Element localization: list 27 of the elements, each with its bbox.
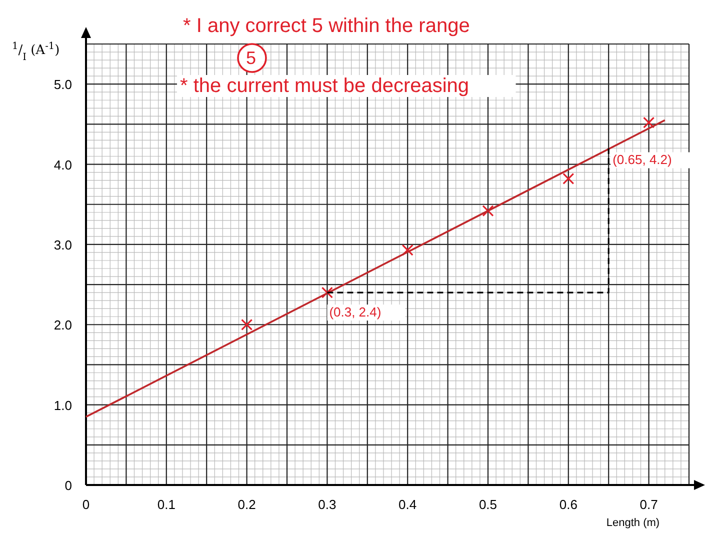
x-tick-label: 0.2 [238,497,256,512]
x-tick-label: 0 [82,497,90,512]
y-tick-label: 0 [64,478,72,493]
y-tick-label: 4.0 [54,157,72,172]
x-tick-label: 0.5 [478,497,498,512]
point [643,116,655,128]
point [402,244,414,256]
x-tick-label: 0.3 [318,497,336,512]
y-axis-title: $^{1}$/$_{I}$ (A$^{-1}$) [12,40,60,62]
x-tick-label: 0.7 [640,497,658,512]
y-tick-label: 1.0 [54,398,72,413]
text: * I any correct 5 within the range [183,15,470,37]
annotation: * the current must be decreasing [180,75,470,97]
y-tick-label: 5.0 [54,77,72,92]
point [241,318,253,330]
annotation: (0.3, 2.4) [329,304,382,320]
y-tick-label: 3.0 [54,237,72,252]
annotation: 5 [246,48,256,68]
annotation: (0.65, 4.2) [612,152,672,168]
x-tick-label: 0.4 [398,497,417,512]
x-axis-title: Length (m) [606,517,660,529]
y-tick-label: 2.0 [54,318,72,333]
point [321,286,333,298]
point [482,204,494,217]
x-tick-label: 0.6 [559,497,578,512]
point [562,172,574,185]
x-tick-label: 0.1 [157,497,176,512]
